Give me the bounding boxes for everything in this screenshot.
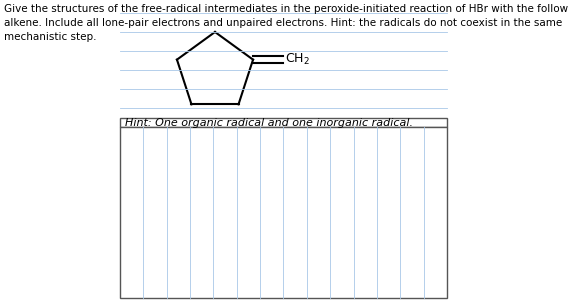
Text: Hint: One organic radical and one inorganic radical.: Hint: One organic radical and one inorga… (125, 117, 413, 127)
Bar (120, 127, 447, 298)
Text: Give the structures of the free-radical intermediates in the peroxide-initiated : Give the structures of the free-radical … (4, 4, 569, 42)
Bar (120, 118, 447, 127)
Text: CH$_2$: CH$_2$ (285, 52, 310, 67)
